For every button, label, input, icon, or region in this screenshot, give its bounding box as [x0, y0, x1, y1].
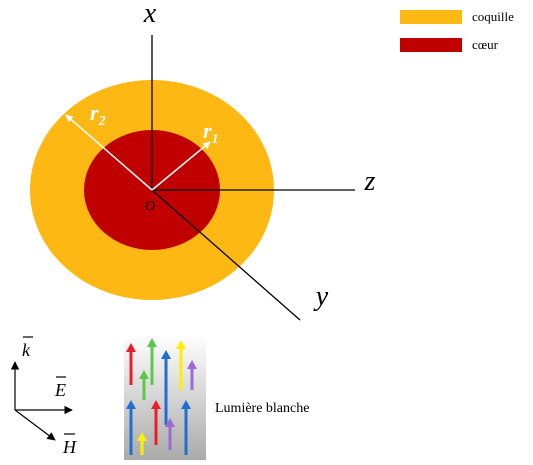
legend-label: coquille [472, 9, 514, 24]
light-ray-head [181, 400, 191, 409]
light-ray-head [126, 400, 136, 409]
light-ray-head [151, 400, 161, 409]
light-ray-head [147, 338, 157, 347]
vector-label: E [54, 380, 66, 400]
radius-label: r1 [203, 118, 219, 147]
axis-label: z [364, 166, 376, 197]
radius-arrow [65, 114, 153, 191]
light-rays [126, 338, 197, 455]
light-ray-head [137, 432, 147, 441]
light-label: Lumière blanche [215, 401, 309, 416]
origin-label: O [145, 199, 155, 214]
vector-arrow [14, 409, 56, 441]
axis-y [151, 189, 301, 321]
light-ray-head [187, 360, 197, 369]
legend: coquille cœur [400, 9, 514, 52]
axes [151, 35, 355, 321]
light-ray-head [139, 370, 149, 379]
light-ray-head [161, 350, 171, 359]
radius-arrow [151, 141, 211, 191]
vectors [10, 336, 75, 441]
legend-swatch [400, 38, 462, 52]
radius-label: r2 [90, 100, 106, 129]
vector-label: H [62, 437, 77, 457]
light-ray-head [165, 418, 175, 427]
legend-label: cœur [472, 37, 499, 52]
vector-label: k [22, 340, 31, 360]
legend-swatch [400, 10, 462, 24]
light-ray-head [126, 343, 136, 352]
light-ray-head [176, 340, 186, 349]
axis-label: x [143, 0, 157, 29]
axis-label: y [313, 281, 329, 312]
